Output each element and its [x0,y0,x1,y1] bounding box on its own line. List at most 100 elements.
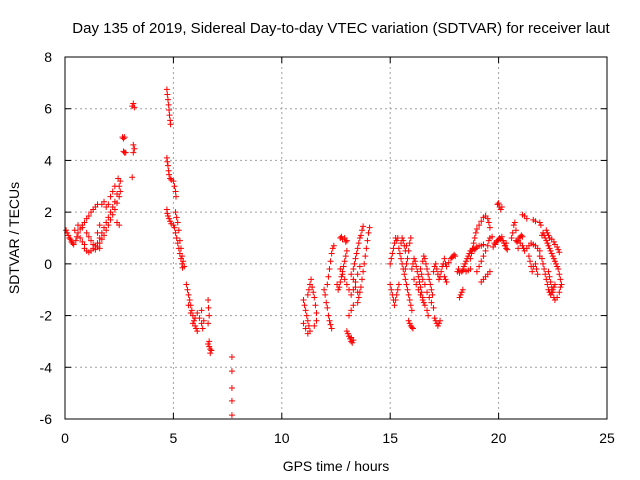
data-point [166,107,173,114]
data-point [413,281,420,288]
data-point [547,278,554,285]
data-point [185,291,192,298]
y-tick-label: -6 [40,411,53,427]
data-point [387,260,394,267]
data-point [360,268,367,275]
data-point [442,276,449,283]
axes: 0 5 10 15 20 25 -6 -4 -2 0 2 4 6 8 [40,49,615,446]
data-point [457,291,464,298]
data-point [473,268,480,275]
data-point [63,227,70,234]
data-point [175,227,182,234]
data-point [525,253,532,260]
data-point [360,223,367,230]
data-point [555,266,562,273]
data-point [301,302,308,309]
data-point [67,236,74,243]
data-point [130,100,137,107]
data-point [172,188,179,195]
data-point [338,233,345,240]
data-point [416,278,423,285]
data-point [442,260,449,267]
data-point [309,284,316,291]
data-point [166,215,173,222]
data-point [75,222,82,229]
data-point [472,229,479,236]
x-tick-label: 0 [61,430,69,446]
data-point [114,200,121,207]
data-point [313,317,320,324]
data-point [404,255,411,262]
data-point [498,233,505,240]
data-point [413,263,420,270]
data-point [366,224,373,231]
data-point [503,245,510,252]
data-point [311,322,318,329]
data-point [553,260,560,267]
data-point [164,158,171,165]
data-point [443,278,450,285]
data-point [543,276,550,283]
data-point [198,307,205,314]
data-point [179,253,186,260]
data-point [352,255,359,262]
data-point [164,96,171,103]
data-point [550,255,557,262]
data-point [421,255,428,262]
data-point [352,284,359,291]
data-point [109,211,116,218]
data-point [349,339,356,346]
data-point [430,304,437,311]
data-point [354,245,361,252]
data-point [71,227,78,234]
data-point [406,240,413,247]
data-point [193,325,200,332]
data-point [400,237,407,244]
data-point [131,145,138,152]
data-point [486,224,493,231]
data-point [476,222,483,229]
data-point [408,324,415,331]
grid-lines [65,57,607,419]
data-point [355,240,362,247]
data-point [324,304,331,311]
data-point [476,263,483,270]
data-point [79,224,86,231]
data-point [537,222,544,229]
data-point [395,245,402,252]
data-point [304,317,311,324]
data-point [357,284,364,291]
data-point [551,258,558,265]
data-point [200,317,207,324]
y-axis-label: SDTVAR / TECUs [6,182,22,294]
data-point [458,289,465,296]
data-point [337,278,344,285]
data-point [532,218,539,225]
data-point [470,240,477,247]
data-point [435,276,442,283]
data-point [101,232,108,239]
data-point [489,233,496,240]
data-point [418,289,425,296]
data-point [546,273,553,280]
data-point [122,149,129,156]
data-point [65,232,72,239]
data-point [172,209,179,216]
data-point [420,253,427,260]
data-point [176,237,183,244]
data-point [101,198,108,205]
data-point [394,286,401,293]
data-point [348,291,355,298]
data-point [96,245,103,252]
data-point [184,286,191,293]
data-point [502,242,509,249]
data-point [206,343,213,350]
data-point [533,266,540,273]
data-point [70,241,77,248]
data-point [115,175,122,182]
x-tick-label: 15 [382,430,398,446]
data-point [503,240,510,247]
data-point [546,245,553,252]
y-tick-label: 6 [44,101,52,117]
